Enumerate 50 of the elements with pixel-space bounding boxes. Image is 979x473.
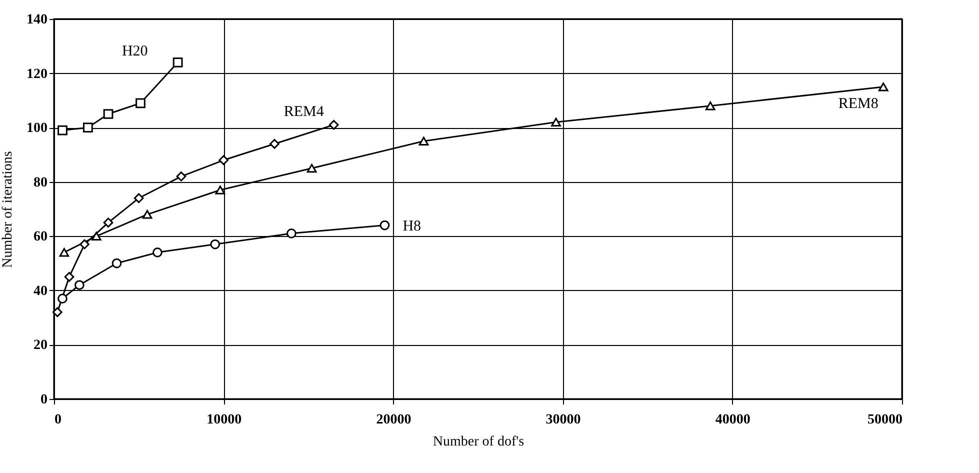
point bbox=[176, 171, 186, 182]
point bbox=[64, 272, 74, 282]
point bbox=[74, 280, 84, 290]
point bbox=[328, 120, 339, 130]
point bbox=[52, 307, 62, 318]
x-tick-label: 30000 bbox=[546, 412, 581, 428]
point bbox=[380, 220, 390, 230]
point bbox=[58, 125, 68, 136]
x-tick-label: 20000 bbox=[376, 412, 412, 428]
x-tick-label: 40000 bbox=[715, 412, 750, 428]
point bbox=[82, 122, 93, 133]
y-tick-label: 20 bbox=[34, 338, 48, 354]
y-tick-label: 140 bbox=[26, 12, 48, 28]
series-label: REM4 bbox=[284, 104, 324, 120]
point bbox=[91, 232, 102, 241]
point bbox=[215, 186, 226, 194]
point bbox=[59, 248, 70, 257]
y-tick-label: 60 bbox=[34, 230, 48, 245]
point bbox=[286, 228, 296, 238]
point bbox=[878, 82, 888, 92]
point bbox=[58, 294, 68, 304]
point bbox=[112, 258, 122, 268]
x-axis-title: Number of dof's bbox=[432, 434, 524, 450]
y-axis-title: Number of iterations bbox=[0, 151, 16, 268]
point bbox=[134, 193, 144, 204]
point bbox=[218, 155, 229, 166]
point bbox=[136, 98, 146, 108]
point bbox=[172, 57, 183, 68]
series-label: H8 bbox=[402, 218, 422, 234]
y-tick-label: 0 bbox=[40, 392, 48, 408]
y-tick-label: 80 bbox=[34, 175, 48, 190]
x-tick-label: 50000 bbox=[868, 412, 902, 428]
point bbox=[306, 164, 317, 173]
x-tick-label: 0 bbox=[54, 412, 62, 428]
series-label: REM8 bbox=[838, 96, 878, 112]
point bbox=[551, 118, 561, 127]
point bbox=[152, 248, 162, 258]
y-tick-label: 40 bbox=[34, 284, 48, 299]
point bbox=[142, 210, 152, 219]
point bbox=[210, 239, 220, 250]
point bbox=[418, 136, 429, 146]
x-tick-label: 10000 bbox=[206, 412, 242, 428]
series-label: H20 bbox=[122, 43, 148, 60]
y-tick-label: 120 bbox=[26, 66, 48, 82]
y-tick-label: 100 bbox=[26, 121, 48, 136]
point bbox=[270, 138, 280, 149]
point bbox=[103, 218, 114, 228]
point bbox=[80, 239, 90, 250]
point bbox=[705, 101, 716, 110]
point bbox=[103, 109, 114, 119]
